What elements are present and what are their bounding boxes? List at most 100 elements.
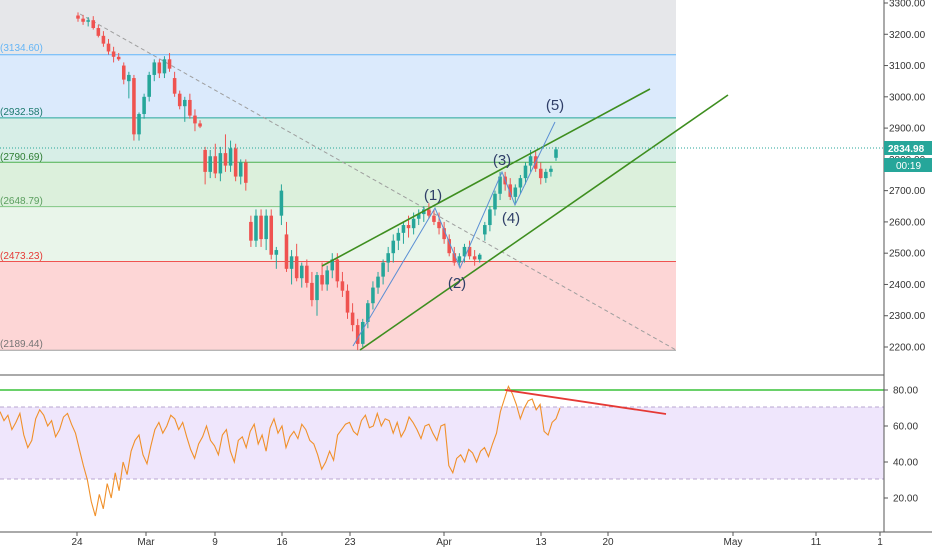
candle-body <box>549 168 553 172</box>
candle-body <box>523 165 528 179</box>
candle-body <box>544 171 548 179</box>
time-tick-label: 1 <box>877 537 883 548</box>
candle-body <box>137 114 141 135</box>
candle-body <box>208 156 212 172</box>
candle-body <box>493 193 497 210</box>
time-tick-label: Mar <box>137 537 155 548</box>
elliott-wave-path[interactable] <box>352 121 556 347</box>
time-axis-ticks: 24 Mar 9 16 23 Apr 13 20 May 11 1 <box>71 532 883 548</box>
candle-body <box>432 215 436 222</box>
candle-body <box>366 303 370 322</box>
candle-body <box>279 190 284 216</box>
rsi-tick-label: 40.00 <box>893 458 918 469</box>
price-tick-label: 2900.00 <box>889 124 926 135</box>
fib-label-2473: (2473.23) <box>0 251 43 262</box>
candle-body <box>142 96 146 115</box>
candle-body <box>452 253 457 263</box>
rsi-divergence-line[interactable] <box>504 389 667 415</box>
time-tick-label: 11 <box>811 537 822 548</box>
candle-body <box>401 225 406 233</box>
candle-body <box>152 62 157 75</box>
price-axis[interactable] <box>884 0 932 532</box>
candle-body <box>355 325 360 344</box>
candle-body <box>167 59 172 69</box>
candle-body <box>488 209 492 226</box>
rsi-tick-label: 60.00 <box>893 422 918 433</box>
candle-body <box>360 321 365 344</box>
candle-body <box>396 232 401 241</box>
candle-body <box>203 149 207 172</box>
fib-label-2189: (2189.44) <box>0 339 43 350</box>
candle-body <box>147 74 151 97</box>
rsi-tick-label: 80.00 <box>893 386 918 397</box>
candle-body <box>244 162 248 183</box>
fib-zone-teal <box>0 118 676 162</box>
price-tick-label: 2400.00 <box>889 280 926 291</box>
candle-body <box>162 59 167 74</box>
price-tick-label: 3300.00 <box>889 0 926 10</box>
dashed-trend-line[interactable] <box>79 13 677 351</box>
candle-body <box>289 256 294 269</box>
fib-label-3134: (3134.60) <box>0 43 43 54</box>
wave-label-3: (3) <box>493 152 511 169</box>
fib-zone-lightgreen <box>0 207 676 262</box>
candle-body <box>310 282 314 301</box>
fib-zone-green <box>0 162 676 207</box>
candle-body <box>528 156 533 166</box>
rsi-tick-label: 20.00 <box>893 494 918 505</box>
candle-body <box>340 281 345 291</box>
channel-lower-line[interactable] <box>359 94 729 351</box>
candle-body <box>157 62 162 74</box>
channel-upper-line[interactable] <box>321 88 651 267</box>
candle-body <box>177 93 182 107</box>
price-tick-label: 2300.00 <box>889 311 926 322</box>
rsi-series-line[interactable] <box>0 385 561 517</box>
candle-body <box>111 51 116 57</box>
candle-body <box>472 256 477 260</box>
candle-body <box>132 78 136 135</box>
candle-body <box>116 56 121 60</box>
price-tick-label: 2500.00 <box>889 249 926 260</box>
candle-body <box>371 287 375 304</box>
candle-body <box>376 276 380 288</box>
candle-body <box>320 275 324 285</box>
wave-label-2: (2) <box>448 275 466 292</box>
candle-body <box>106 43 111 52</box>
price-tick-label: 3100.00 <box>889 61 926 72</box>
time-tick-label: 16 <box>276 537 288 548</box>
candle-body <box>508 184 513 197</box>
candle-body <box>483 225 487 235</box>
candle-body <box>305 265 309 283</box>
price-tick-label: 3200.00 <box>889 30 926 41</box>
candle-body <box>381 262 385 277</box>
candle-body <box>325 270 329 285</box>
candle-body <box>121 65 126 80</box>
fib-label-2790: (2790.69) <box>0 152 43 163</box>
candle-body <box>274 250 279 255</box>
candle-body <box>86 20 90 22</box>
candle-body <box>249 221 253 241</box>
price-badge-text: 2834.98 <box>888 144 925 155</box>
candle-body <box>238 162 243 177</box>
candle-body <box>213 156 218 174</box>
countdown-badge <box>884 158 932 172</box>
candle-body <box>81 18 85 22</box>
candle-body <box>101 35 106 44</box>
price-tick-label: 2600.00 <box>889 217 926 228</box>
rsi-axis-ticks: 80.00 60.00 40.00 20.00 <box>884 386 918 505</box>
wave-label-5: (5) <box>546 97 564 114</box>
candle-body <box>299 265 304 279</box>
candle-body <box>462 246 467 257</box>
candle-body <box>96 28 101 36</box>
candle-body <box>193 115 197 124</box>
candle-body <box>294 256 299 279</box>
time-tick-label: May <box>724 537 743 548</box>
candle-body <box>335 259 340 282</box>
time-tick-label: 24 <box>71 537 83 548</box>
candle-body <box>172 78 177 94</box>
candle-body <box>259 215 263 240</box>
candle-body <box>254 215 258 241</box>
price-tick-label: 3000.00 <box>889 92 926 103</box>
